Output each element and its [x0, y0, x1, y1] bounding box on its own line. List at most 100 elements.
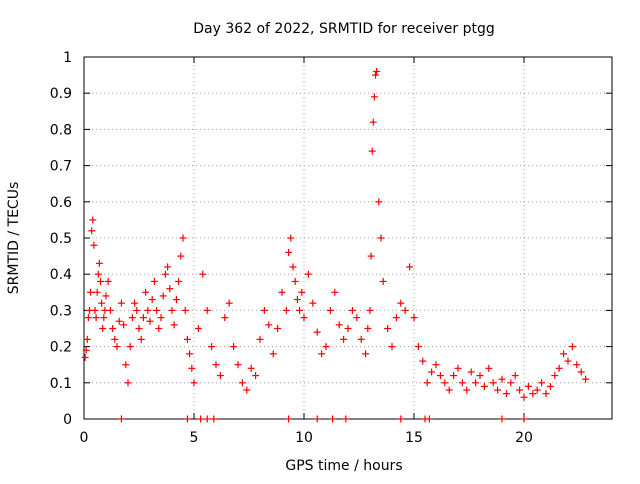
data-point: [485, 364, 493, 372]
data-point: [502, 390, 510, 398]
data-point: [538, 379, 546, 387]
data-point: [432, 361, 440, 369]
data-point: [186, 350, 194, 358]
data-point: [520, 393, 528, 401]
data-point: [291, 277, 299, 285]
data-point: [109, 325, 117, 332]
data-point: [282, 306, 290, 314]
data-point: [372, 71, 379, 79]
y-tick-labels: 0 0.1 0.2 0.3 0.4 0.5 0.6 0.7 0.8 0.9 1: [50, 50, 72, 428]
data-point: [99, 325, 107, 332]
data-point: [278, 288, 286, 296]
data-point: [331, 288, 339, 296]
data-point: [181, 306, 189, 314]
data-point: [568, 343, 576, 351]
data-point: [104, 277, 112, 285]
data-point: [117, 299, 125, 307]
data-point: [298, 288, 306, 296]
x-tick-label: 0: [80, 430, 89, 446]
data-point: [102, 292, 110, 300]
y-axis-label: SRMTID / TECUs: [6, 182, 22, 295]
data-point: [243, 386, 251, 394]
data-point: [179, 234, 187, 242]
data-point: [216, 372, 224, 380]
data-point: [498, 375, 506, 383]
data-point: [296, 306, 304, 314]
data-point: [146, 317, 154, 325]
data-point: [225, 299, 233, 307]
data-point: [139, 314, 147, 322]
data-point: [348, 306, 356, 314]
data-point: [445, 386, 453, 394]
data-point: [170, 321, 178, 329]
data-point: [392, 314, 400, 322]
data-point: [379, 277, 387, 285]
data-point: [135, 325, 143, 332]
data-point: [582, 375, 590, 383]
data-point: [467, 368, 475, 376]
data-point: [120, 321, 128, 329]
data-point: [230, 343, 238, 351]
data-point: [166, 285, 174, 293]
data-point: [126, 343, 134, 351]
data-point: [533, 386, 541, 394]
data-point: [142, 288, 150, 296]
data-point: [335, 321, 343, 329]
y-tick-label: 0.4: [50, 267, 72, 283]
data-point: [388, 343, 396, 351]
data-point: [83, 335, 91, 343]
data-point: [309, 299, 317, 307]
data-point: [419, 357, 427, 365]
data-point: [234, 361, 242, 369]
data-point: [95, 259, 103, 267]
x-tick-label: 15: [405, 430, 423, 446]
data-point: [287, 234, 295, 242]
data-point: [406, 263, 414, 271]
data-point: [551, 372, 559, 380]
data-point: [265, 321, 273, 329]
data-point: [84, 314, 92, 322]
data-point: [97, 277, 104, 285]
data-point: [454, 364, 462, 372]
data-point: [564, 357, 572, 365]
data-point: [342, 415, 350, 423]
data-point: [113, 343, 121, 351]
data-point: [285, 415, 293, 423]
y-tick-label: 0.1: [50, 376, 72, 392]
data-point: [368, 147, 376, 155]
data-point: [542, 390, 550, 398]
data-point: [199, 270, 207, 278]
data-point: [208, 343, 216, 351]
y-tick-label: 0.3: [50, 303, 72, 319]
data-point: [144, 306, 152, 314]
y-tick-label: 0.2: [50, 340, 72, 356]
data-point: [117, 415, 125, 423]
x-axis-label: GPS time / hours: [285, 458, 402, 474]
data-point: [472, 379, 480, 387]
data-point: [344, 325, 352, 332]
data-point: [401, 306, 409, 314]
data-point: [252, 372, 260, 380]
data-point: [450, 372, 458, 380]
y-tick-label: 0.5: [50, 231, 72, 247]
data-point: [164, 263, 172, 271]
data-point: [93, 288, 101, 296]
y-tick-label: 0.8: [50, 122, 72, 138]
data-point: [260, 306, 268, 314]
data-point: [516, 386, 524, 394]
data-point: [520, 415, 528, 423]
data-point: [90, 241, 98, 249]
data-point: [489, 379, 497, 387]
data-point: [366, 306, 374, 314]
data-point: [150, 277, 158, 285]
data-point: [88, 227, 96, 235]
data-point: [94, 270, 102, 278]
data-point: [203, 306, 211, 314]
data-point: [369, 118, 377, 126]
data-point: [131, 299, 139, 307]
data-point: [159, 292, 167, 300]
data-point: [269, 350, 277, 358]
data-point: [304, 270, 312, 278]
data-point: [423, 379, 431, 387]
data-point: [115, 317, 123, 325]
